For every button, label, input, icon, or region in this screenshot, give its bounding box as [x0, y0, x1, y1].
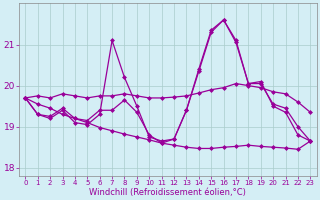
X-axis label: Windchill (Refroidissement éolien,°C): Windchill (Refroidissement éolien,°C) [89, 188, 246, 197]
